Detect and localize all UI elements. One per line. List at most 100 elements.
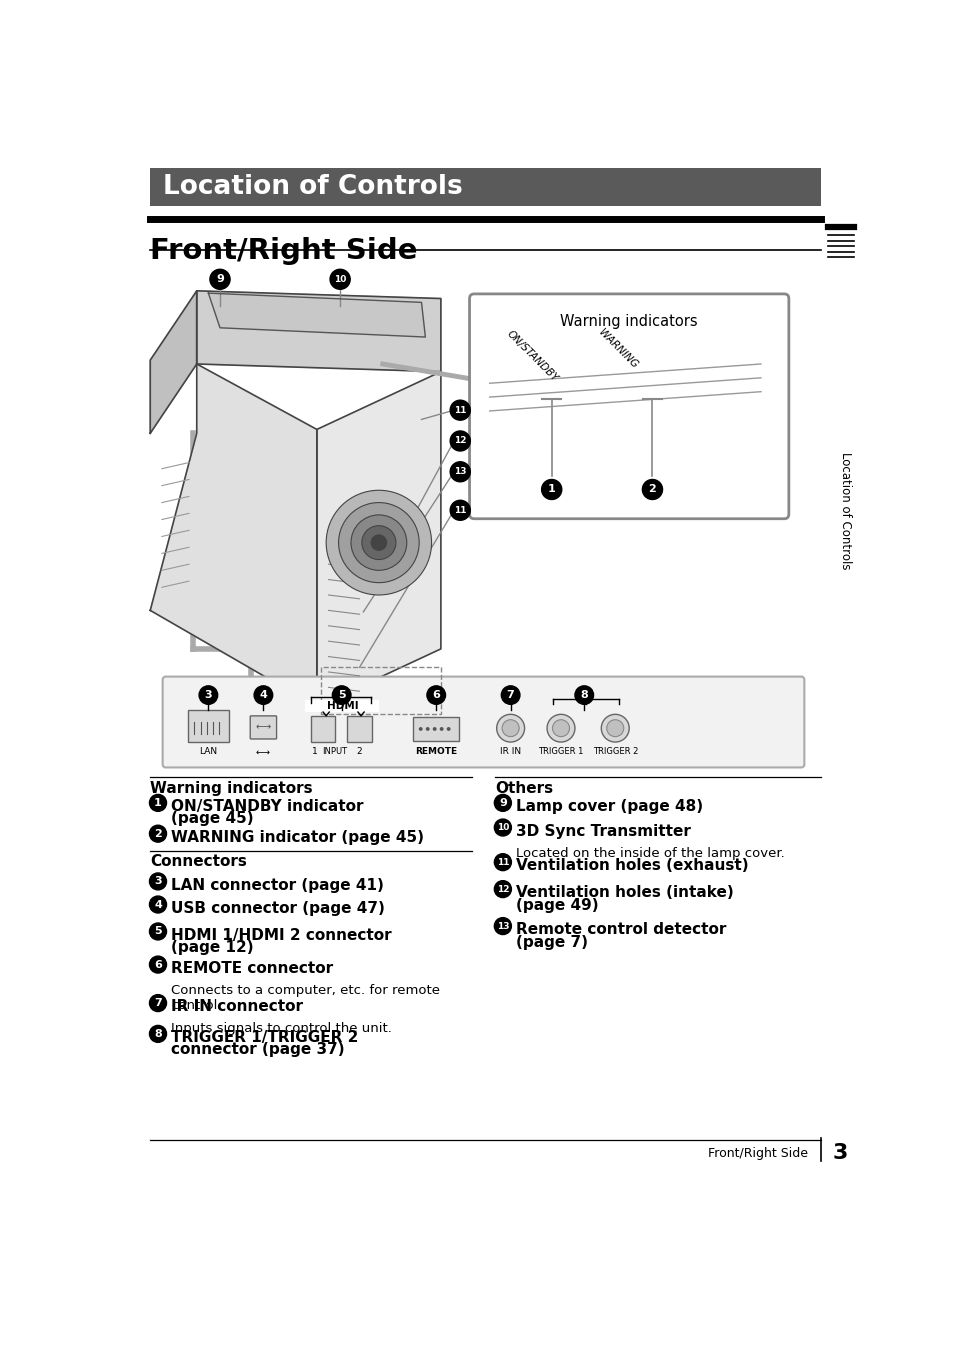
Text: Front/Right Side: Front/Right Side <box>707 1146 807 1160</box>
Circle shape <box>494 853 511 871</box>
Circle shape <box>450 462 470 481</box>
Text: TRIGGER 1/TRIGGER 2: TRIGGER 1/TRIGGER 2 <box>171 1030 358 1045</box>
Text: 6: 6 <box>432 690 439 700</box>
Text: WARNING indicator (page 45): WARNING indicator (page 45) <box>171 830 424 845</box>
Text: 5: 5 <box>154 926 162 937</box>
Text: REMOTE: REMOTE <box>415 748 456 756</box>
Text: 2: 2 <box>648 484 656 495</box>
Text: 4: 4 <box>153 899 162 910</box>
Text: 9: 9 <box>498 798 506 808</box>
Text: WARNING: WARNING <box>596 327 639 370</box>
Circle shape <box>427 685 445 704</box>
Text: 10: 10 <box>497 823 509 831</box>
Text: INPUT: INPUT <box>322 748 347 756</box>
Text: 2: 2 <box>356 748 362 756</box>
FancyBboxPatch shape <box>162 676 803 768</box>
Text: ON/STANDBY: ON/STANDBY <box>504 329 559 384</box>
Text: 2: 2 <box>154 829 162 838</box>
Circle shape <box>606 719 623 737</box>
Text: 4: 4 <box>259 690 267 700</box>
Circle shape <box>338 503 418 583</box>
Text: 13: 13 <box>454 468 466 476</box>
Text: 1: 1 <box>154 798 162 808</box>
Text: Others: Others <box>495 780 553 795</box>
Text: Ventilation holes (intake): Ventilation holes (intake) <box>516 886 733 900</box>
Bar <box>320 668 440 714</box>
Polygon shape <box>208 293 425 337</box>
Circle shape <box>150 995 167 1011</box>
Text: Remote control detector: Remote control detector <box>516 922 725 937</box>
FancyBboxPatch shape <box>413 717 459 741</box>
Circle shape <box>552 719 569 737</box>
Circle shape <box>150 923 167 940</box>
Circle shape <box>326 491 431 595</box>
Polygon shape <box>316 372 440 707</box>
Polygon shape <box>150 364 316 707</box>
Text: REMOTE connector: REMOTE connector <box>171 961 333 976</box>
Text: Location of Controls: Location of Controls <box>162 174 462 200</box>
Circle shape <box>494 795 511 811</box>
FancyBboxPatch shape <box>311 715 335 742</box>
Circle shape <box>600 714 629 742</box>
Circle shape <box>450 500 470 521</box>
Circle shape <box>371 535 386 550</box>
Circle shape <box>641 480 661 499</box>
Text: TRIGGER 1: TRIGGER 1 <box>537 748 583 756</box>
Text: HDMI 1/HDMI 2 connector: HDMI 1/HDMI 2 connector <box>171 927 392 942</box>
Text: 3D Sync Transmitter: 3D Sync Transmitter <box>516 823 690 838</box>
Circle shape <box>575 685 593 704</box>
Text: ON/STANDBY indicator: ON/STANDBY indicator <box>171 799 363 814</box>
Circle shape <box>150 795 167 811</box>
Polygon shape <box>196 291 440 372</box>
Circle shape <box>497 714 524 742</box>
Circle shape <box>210 269 230 289</box>
Text: Warning indicators: Warning indicators <box>150 780 313 795</box>
Text: HDMI: HDMI <box>326 700 358 711</box>
Text: ←→: ←→ <box>255 748 271 756</box>
Text: Connects to a computer, etc. for remote
control.: Connects to a computer, etc. for remote … <box>171 984 439 1011</box>
Text: Location of Controls: Location of Controls <box>838 452 851 569</box>
Text: 7: 7 <box>154 998 162 1009</box>
Circle shape <box>253 685 273 704</box>
Text: Lamp cover (page 48): Lamp cover (page 48) <box>516 799 702 814</box>
Circle shape <box>541 480 561 499</box>
Text: (page 12): (page 12) <box>171 940 253 955</box>
Text: TRIGGER 2: TRIGGER 2 <box>592 748 638 756</box>
Text: 6: 6 <box>153 960 162 969</box>
Text: IR IN: IR IN <box>499 748 520 756</box>
Circle shape <box>150 825 167 842</box>
Circle shape <box>150 873 167 890</box>
Text: (page 7): (page 7) <box>516 934 587 949</box>
Text: IR IN connector: IR IN connector <box>171 999 303 1014</box>
Text: 11: 11 <box>454 406 466 415</box>
Circle shape <box>439 727 443 731</box>
Text: Inputs signals to control the unit.: Inputs signals to control the unit. <box>171 1022 392 1036</box>
Text: 8: 8 <box>154 1029 162 1038</box>
Text: LAN connector (page 41): LAN connector (page 41) <box>171 877 384 892</box>
Circle shape <box>450 431 470 452</box>
Text: 1: 1 <box>313 748 318 756</box>
Polygon shape <box>150 291 196 433</box>
Circle shape <box>332 685 351 704</box>
Text: 12: 12 <box>497 884 509 894</box>
Circle shape <box>418 727 422 731</box>
Bar <box>150 168 820 206</box>
Text: 12: 12 <box>454 437 466 445</box>
Text: connector (page 37): connector (page 37) <box>171 1042 344 1057</box>
Text: 3: 3 <box>154 876 162 887</box>
Bar <box>305 700 378 713</box>
FancyBboxPatch shape <box>469 293 788 519</box>
Text: 1: 1 <box>547 484 555 495</box>
Circle shape <box>494 880 511 898</box>
Text: USB connector (page 47): USB connector (page 47) <box>171 900 385 915</box>
Text: 10: 10 <box>334 274 346 284</box>
Circle shape <box>150 896 167 913</box>
Text: 5: 5 <box>337 690 345 700</box>
Text: Connectors: Connectors <box>150 854 247 869</box>
Circle shape <box>494 918 511 934</box>
Circle shape <box>433 727 436 731</box>
Text: 11: 11 <box>497 857 509 867</box>
Text: (page 49): (page 49) <box>516 898 598 913</box>
FancyBboxPatch shape <box>250 715 276 740</box>
Circle shape <box>361 526 395 560</box>
